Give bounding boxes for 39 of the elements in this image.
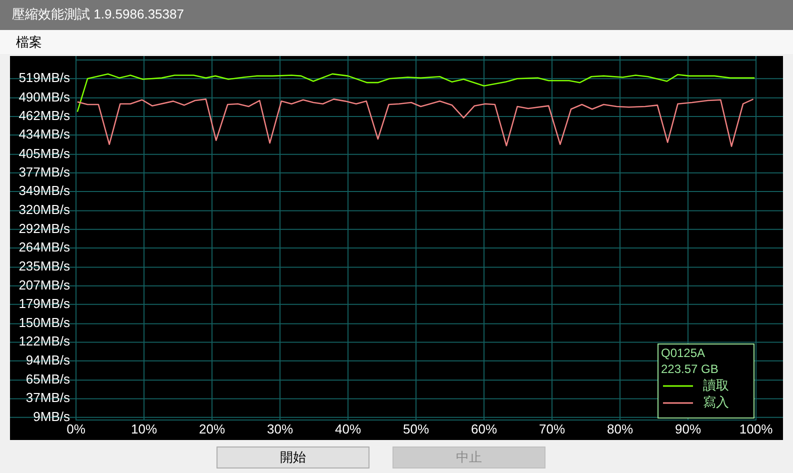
x-tick-label: 80%: [606, 421, 634, 436]
chart-title: 壓縮效能測試 1.9.5986.35387: [12, 6, 184, 22]
y-tick-label: 349MB/s: [18, 182, 70, 198]
y-tick-label: 235MB/s: [18, 258, 70, 274]
y-tick-label: 377MB/s: [18, 164, 70, 180]
y-tick-label: 434MB/s: [18, 126, 70, 142]
y-tick-label: 519MB/s: [18, 70, 70, 86]
annotation: Q0125A: [661, 346, 706, 360]
y-tick-label: 150MB/s: [18, 315, 70, 330]
y-tick-label: 292MB/s: [18, 220, 70, 236]
y-tick-label: 405MB/s: [18, 146, 70, 161]
y-tick-label: 94MB/s: [26, 352, 70, 368]
y-tick-label: 9MB/s: [33, 408, 70, 424]
y-tick-label: 122MB/s: [18, 334, 70, 349]
y-tick-label: 65MB/s: [26, 372, 70, 387]
y-tick-label: 179MB/s: [18, 296, 70, 311]
x-tick-label: 70%: [538, 421, 566, 436]
x-tick-label: 20%: [198, 421, 226, 436]
x-tick-label: 30%: [266, 421, 294, 436]
x-tick-label: 90%: [674, 421, 702, 436]
x-tick-label: 0%: [66, 421, 86, 436]
button-stop: 中止: [392, 446, 546, 468]
annotation: 223.57 GB: [661, 362, 718, 376]
button-start: 開始: [216, 446, 370, 468]
x-tick-label: 40%: [334, 421, 362, 436]
x-tick-label: 100%: [739, 421, 774, 436]
x-tick-label: 60%: [470, 421, 498, 436]
y-tick-label: 490MB/s: [18, 89, 70, 104]
x-tick-label: 50%: [402, 421, 430, 436]
y-tick-label: 37MB/s: [26, 390, 70, 406]
x-tick-label: 10%: [130, 421, 158, 436]
y-tick-label: 462MB/s: [18, 108, 70, 123]
menu-bar: 檔案: [0, 30, 793, 54]
y-tick-label: 264MB/s: [18, 239, 70, 254]
y-tick-label: 207MB/s: [18, 277, 70, 292]
legend-label: 寫入: [703, 394, 729, 410]
y-tick-label: 320MB/s: [18, 202, 70, 218]
title-bar: 壓縮效能測試 1.9.5986.35387: [0, 0, 793, 30]
legend-label: 讀取: [703, 377, 729, 392]
